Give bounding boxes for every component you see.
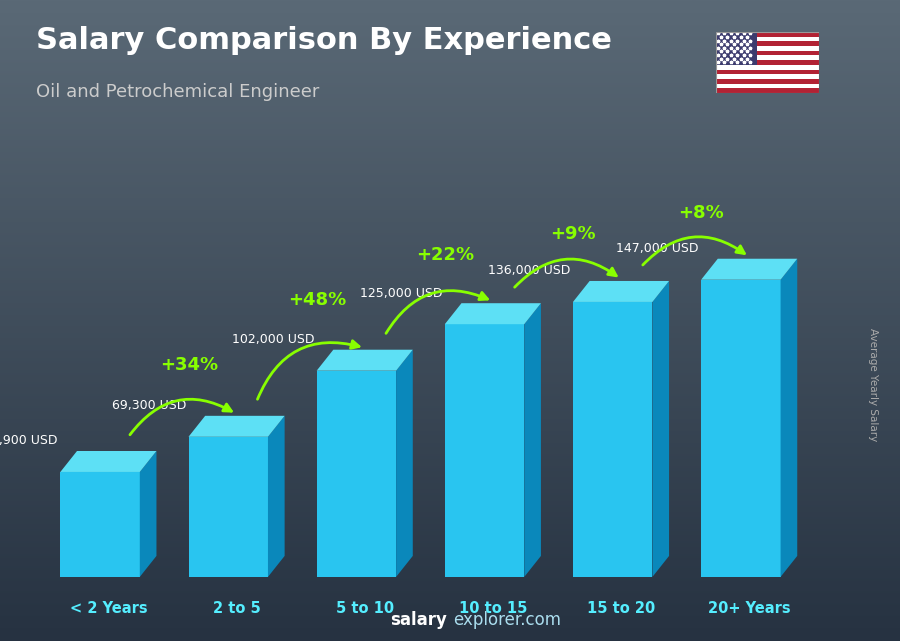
- Bar: [716, 69, 819, 74]
- Polygon shape: [701, 259, 797, 279]
- Text: 5 to 10: 5 to 10: [336, 601, 394, 617]
- Text: 10 to 15: 10 to 15: [459, 601, 527, 617]
- Bar: [716, 79, 819, 83]
- Polygon shape: [268, 416, 284, 577]
- Polygon shape: [525, 303, 541, 577]
- Polygon shape: [140, 451, 157, 577]
- Polygon shape: [396, 350, 413, 577]
- Bar: [716, 83, 819, 88]
- Bar: [716, 37, 819, 42]
- Polygon shape: [60, 472, 140, 577]
- Text: 2 to 5: 2 to 5: [212, 601, 260, 617]
- Bar: [716, 74, 819, 79]
- Text: 51,900 USD: 51,900 USD: [0, 435, 58, 447]
- Polygon shape: [188, 437, 268, 577]
- Polygon shape: [573, 281, 669, 302]
- Polygon shape: [317, 350, 413, 370]
- Text: Average Yearly Salary: Average Yearly Salary: [868, 328, 878, 441]
- Bar: [716, 46, 819, 51]
- Text: +9%: +9%: [551, 225, 596, 243]
- Bar: [716, 88, 819, 93]
- Text: +22%: +22%: [416, 246, 474, 263]
- Text: 125,000 USD: 125,000 USD: [360, 287, 442, 300]
- Polygon shape: [445, 324, 525, 577]
- Bar: [716, 65, 819, 69]
- Text: Salary Comparison By Experience: Salary Comparison By Experience: [36, 26, 612, 54]
- Bar: [716, 32, 757, 65]
- Text: 69,300 USD: 69,300 USD: [112, 399, 186, 412]
- Text: explorer.com: explorer.com: [453, 612, 561, 629]
- Text: +48%: +48%: [288, 291, 346, 309]
- Bar: [716, 51, 819, 56]
- Text: 136,000 USD: 136,000 USD: [488, 265, 571, 278]
- Text: +8%: +8%: [679, 204, 725, 222]
- Bar: [716, 32, 819, 37]
- Bar: [716, 42, 819, 46]
- Polygon shape: [60, 451, 157, 472]
- Polygon shape: [573, 302, 652, 577]
- Polygon shape: [780, 259, 797, 577]
- Polygon shape: [701, 279, 780, 577]
- Polygon shape: [445, 303, 541, 324]
- Text: salary: salary: [391, 612, 447, 629]
- Text: 15 to 20: 15 to 20: [587, 601, 655, 617]
- Bar: [716, 60, 819, 65]
- Text: 102,000 USD: 102,000 USD: [231, 333, 314, 346]
- Polygon shape: [652, 281, 669, 577]
- Text: 147,000 USD: 147,000 USD: [616, 242, 698, 255]
- Text: Oil and Petrochemical Engineer: Oil and Petrochemical Engineer: [36, 83, 320, 101]
- Polygon shape: [188, 416, 284, 437]
- Text: +34%: +34%: [160, 356, 218, 374]
- Text: < 2 Years: < 2 Years: [69, 601, 148, 617]
- Text: 20+ Years: 20+ Years: [708, 601, 790, 617]
- Polygon shape: [317, 370, 396, 577]
- Bar: [716, 56, 819, 60]
